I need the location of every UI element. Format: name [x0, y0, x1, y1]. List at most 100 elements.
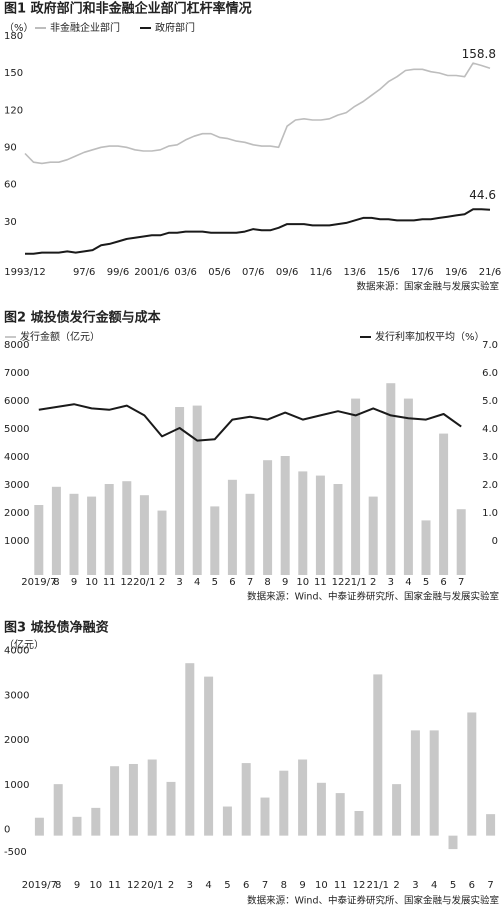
bar	[175, 407, 185, 575]
x-tick-label: 9	[71, 577, 77, 588]
x-tick-label: 5	[224, 880, 230, 891]
x-tick-label: 17/6	[411, 267, 433, 278]
bar	[210, 506, 220, 575]
bar	[91, 807, 101, 836]
x-tick-label: 6	[229, 577, 235, 588]
bar	[368, 496, 378, 575]
x-tick-label: 10	[89, 880, 102, 891]
x-tick-label: 5	[212, 577, 218, 588]
data-label: 44.6	[469, 188, 496, 202]
y-tick-label: 5000	[4, 424, 29, 435]
y-tick-label: -500	[4, 847, 27, 858]
x-tick-label: 2019/7	[22, 880, 57, 891]
x-tick-label: 5	[423, 577, 429, 588]
line-series	[25, 208, 491, 255]
bar	[403, 398, 413, 575]
bar	[245, 493, 255, 575]
bar	[439, 433, 449, 575]
bar	[335, 793, 345, 836]
x-tick-label: 09/6	[276, 267, 298, 278]
y2-tick-label: 2.0	[482, 480, 498, 491]
bar	[72, 816, 82, 836]
x-tick-label: 21/1	[367, 880, 389, 891]
chart-title: 图2 城投债发行金额与成本	[4, 310, 161, 326]
bar	[139, 495, 149, 575]
y-tick-label: 150	[4, 68, 23, 79]
y-axis-label: （亿元）	[4, 638, 44, 651]
bar	[456, 509, 466, 575]
bar	[298, 759, 308, 836]
x-tick-label: 9	[282, 577, 288, 588]
source-note: 数据来源：Wind、中泰证券研究所、国家金融与发展实验室	[247, 895, 499, 907]
x-tick-label: 13/6	[343, 267, 365, 278]
x-tick-label: 11/6	[310, 267, 332, 278]
bar	[333, 484, 343, 575]
x-tick-label: 20/1	[141, 880, 163, 891]
x-tick-label: 2019/7	[21, 577, 56, 588]
x-tick-label: 7	[458, 577, 464, 588]
bar	[87, 496, 97, 575]
x-tick-label: 3	[176, 577, 182, 588]
bar	[110, 766, 120, 836]
x-tick-label: 10	[296, 577, 309, 588]
bar	[53, 784, 63, 836]
x-tick-label: 97/6	[73, 267, 95, 278]
x-tick-label: 07/6	[242, 267, 264, 278]
line-series	[38, 403, 462, 442]
y2-tick-label: 7.0	[482, 340, 498, 351]
line-series	[24, 62, 491, 165]
y-tick-label: 120	[4, 105, 23, 116]
x-tick-label: 8	[53, 577, 59, 588]
bar	[260, 797, 270, 836]
x-tick-label: 12	[332, 577, 345, 588]
y2-tick-label: 1.0	[482, 508, 498, 519]
bar	[51, 486, 61, 575]
y2-tick-label: 4.0	[482, 424, 498, 435]
bar	[486, 814, 496, 836]
bar	[69, 493, 79, 575]
x-tick-label: 7	[247, 577, 253, 588]
x-tick-label: 21/1	[344, 577, 366, 588]
x-tick-label: 12	[353, 880, 366, 891]
y-tick-label: 3000	[4, 690, 29, 701]
bar	[166, 781, 176, 836]
x-tick-label: 4	[205, 880, 211, 891]
y-tick-label: 4000	[4, 452, 29, 463]
x-tick-label: 6	[243, 880, 249, 891]
x-tick-label: 2	[168, 880, 174, 891]
x-tick-label: 8	[281, 880, 287, 891]
x-tick-label: 6	[469, 880, 475, 891]
y2-tick-label: 6.0	[482, 368, 498, 379]
legend-label: 发行金额（亿元）	[20, 330, 100, 343]
x-tick-label: 10	[85, 577, 98, 588]
y-tick-label: 30	[4, 217, 17, 228]
x-tick-label: 21/6	[479, 267, 501, 278]
bar	[386, 383, 396, 575]
x-tick-label: 9	[299, 880, 305, 891]
x-tick-label: 03/6	[174, 267, 196, 278]
x-tick-label: 8	[264, 577, 270, 588]
bar	[34, 505, 44, 575]
x-tick-label: 11	[334, 880, 347, 891]
chart-title: 图3 城投债净融资	[4, 620, 109, 636]
y-tick-label: 6000	[4, 396, 29, 407]
bar	[128, 763, 138, 836]
x-tick-label: 99/6	[107, 267, 129, 278]
x-tick-label: 7	[262, 880, 268, 891]
bar	[373, 674, 383, 836]
x-tick-label: 15/6	[377, 267, 399, 278]
x-tick-label: 9	[74, 880, 80, 891]
x-tick-label: 8	[55, 880, 61, 891]
bar	[351, 398, 361, 575]
x-tick-label: 3	[187, 880, 193, 891]
x-tick-label: 3	[412, 880, 418, 891]
y-tick-label: 60	[4, 180, 17, 191]
y-tick-label: 2000	[4, 735, 29, 746]
x-tick-label: 11	[108, 880, 121, 891]
y-tick-label: 4000	[4, 645, 29, 656]
x-tick-label: 3	[388, 577, 394, 588]
x-tick-label: 4	[431, 880, 437, 891]
y-tick-label: 3000	[4, 480, 29, 491]
legend-label: 非金融企业部门	[50, 21, 120, 34]
bar	[410, 730, 420, 836]
